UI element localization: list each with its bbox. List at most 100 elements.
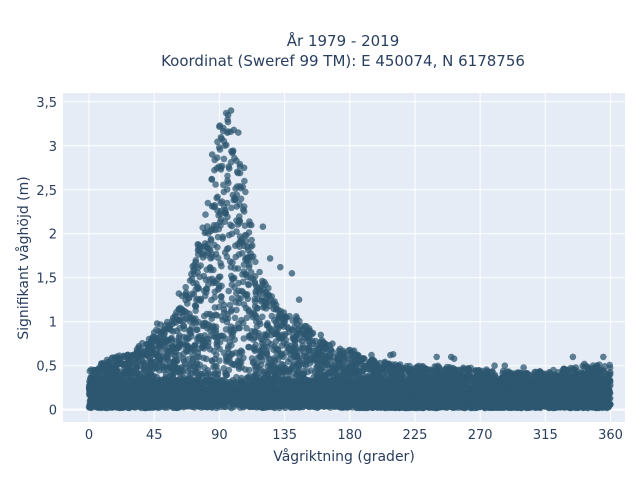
- data-point: [233, 289, 240, 297]
- data-point: [251, 303, 259, 310]
- data-point: [224, 129, 231, 136]
- data-point: [213, 194, 220, 202]
- data-point: [241, 222, 249, 229]
- data-point: [192, 307, 199, 315]
- data-point: [125, 361, 132, 368]
- data-point: [242, 188, 249, 196]
- data-point: [196, 345, 203, 353]
- data-point: [256, 285, 263, 292]
- data-point: [216, 218, 224, 226]
- data-point: [220, 155, 228, 163]
- data-point: [265, 355, 273, 362]
- data-point: [177, 341, 184, 348]
- data-point: [225, 163, 232, 170]
- data-point: [499, 369, 507, 377]
- data-point: [240, 301, 248, 308]
- data-point: [278, 342, 286, 349]
- data-point: [197, 332, 204, 340]
- data-point: [419, 363, 426, 371]
- data-point: [243, 324, 250, 332]
- data-point: [264, 370, 272, 378]
- data-point: [223, 199, 231, 207]
- data-point: [252, 346, 259, 353]
- data-point: [273, 321, 281, 329]
- data-point: [217, 260, 224, 267]
- data-point: [320, 338, 327, 346]
- data-point: [182, 289, 190, 296]
- data-point: [251, 273, 259, 280]
- data-point: [214, 254, 222, 262]
- data-point: [221, 218, 229, 225]
- data-point: [241, 177, 248, 185]
- data-point: [251, 295, 259, 303]
- data-point: [197, 297, 204, 305]
- data-point: [167, 335, 175, 343]
- data-point: [152, 335, 160, 342]
- data-point: [186, 327, 193, 334]
- data-point: [210, 363, 217, 371]
- data-point: [256, 268, 263, 276]
- data-point: [228, 204, 235, 212]
- data-point: [228, 281, 236, 288]
- data-point: [225, 353, 233, 360]
- data-point: [166, 344, 174, 352]
- data-point: [193, 353, 201, 361]
- data-point: [208, 176, 216, 183]
- data-point: [218, 298, 225, 305]
- data-point: [289, 317, 297, 325]
- data-point: [427, 368, 435, 375]
- data-point: [261, 331, 268, 338]
- data-point: [245, 281, 252, 289]
- data-point: [224, 345, 232, 353]
- data-point: [191, 341, 199, 349]
- data-point: [163, 318, 171, 326]
- data-point: [194, 264, 202, 271]
- data-points: [85, 107, 614, 412]
- data-point: [306, 337, 313, 345]
- data-point: [176, 370, 184, 377]
- data-point: [251, 278, 259, 286]
- data-point: [272, 330, 280, 338]
- data-point: [238, 287, 246, 295]
- data-point: [257, 353, 265, 361]
- data-point: [225, 231, 233, 239]
- data-point: [248, 236, 255, 244]
- data-point: [174, 364, 182, 372]
- data-point: [366, 361, 373, 369]
- data-point: [361, 355, 368, 363]
- data-point: [182, 283, 189, 291]
- data-point: [212, 181, 219, 188]
- data-point: [201, 229, 209, 237]
- data-point: [262, 305, 270, 312]
- data-point: [200, 272, 208, 280]
- data-point: [254, 365, 262, 373]
- data-point: [204, 249, 211, 257]
- data-point: [155, 367, 163, 374]
- data-point: [227, 308, 235, 315]
- data-point: [207, 254, 214, 262]
- data-point: [192, 258, 199, 266]
- data-point: [244, 243, 251, 251]
- data-point: [236, 233, 244, 240]
- data-point: [225, 287, 232, 295]
- data-point: [606, 361, 613, 369]
- data-point: [237, 295, 244, 302]
- data-point: [232, 196, 239, 203]
- data-point: [234, 265, 242, 272]
- data-point: [259, 343, 266, 351]
- data-point: [326, 364, 334, 372]
- data-point: [263, 291, 270, 299]
- data-point: [173, 327, 180, 335]
- data-point: [240, 335, 248, 342]
- data-point: [284, 358, 292, 366]
- data-point: [219, 316, 226, 324]
- data-point: [149, 366, 156, 373]
- data-point: [321, 357, 329, 365]
- data-point: [233, 228, 240, 235]
- data-point: [155, 353, 163, 361]
- data-point: [179, 355, 187, 362]
- data-point: [236, 243, 243, 250]
- data-point: [212, 226, 219, 234]
- data-point: [211, 202, 218, 209]
